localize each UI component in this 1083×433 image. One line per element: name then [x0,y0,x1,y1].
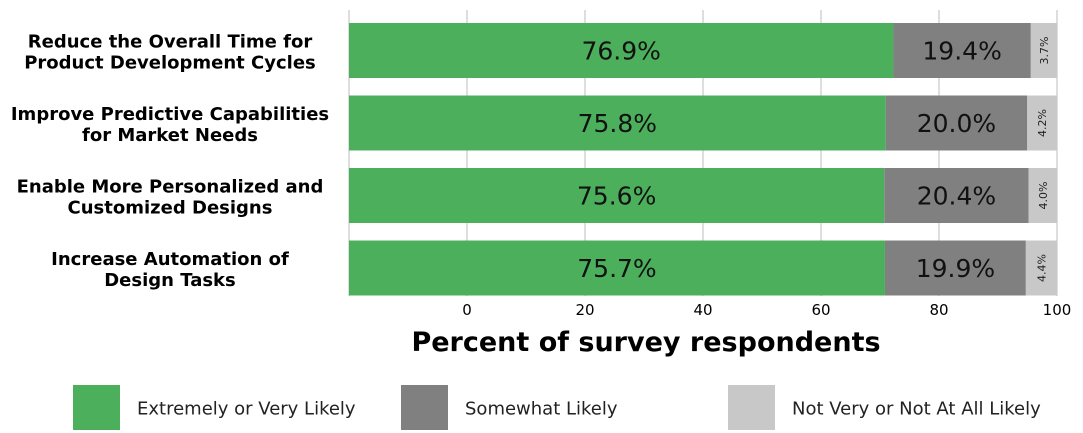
data-label: 4.4% [1035,254,1048,282]
bar-segment [349,95,886,151]
bar-segment [349,168,885,223]
data-label: 20.0% [917,109,996,138]
data-label: 4.2% [1036,109,1049,137]
category-label: Enable More Personalized and [17,177,324,198]
bar-segment [1025,240,1057,296]
bar-segment [349,23,894,78]
bar-segment [884,168,1029,223]
bar-segment [1027,95,1057,151]
bars: 76.9% 19.4% 3.7% 75.8% 20.0% 4.2% 75.6% 20.4% 4.… [349,23,1057,296]
x-tick-label: 0 [462,301,472,319]
bar-segment [885,95,1028,151]
legend-swatch [728,385,775,430]
x-tick-label: 100 [1043,301,1072,319]
x-tick-label: 40 [693,301,712,319]
x-tick-label: 60 [811,301,830,319]
legend-swatch [401,385,448,430]
bar-segment [1028,168,1057,223]
data-label: 75.7% [577,254,656,283]
data-label: 75.6% [577,182,656,211]
category-label: Design Tasks [104,270,236,291]
legend-label: Extremely or Very Likely [137,399,356,420]
x-tick-label: 80 [929,301,948,319]
category-label: Product Development Cycles [24,53,316,74]
x-axis-title: Percent of survey respondents [411,327,880,358]
category-label: Improve Predictive Capabilities [11,104,329,125]
x-tick-labels: 0 20 40 60 80 100 [462,301,1071,319]
x-tick-label: 20 [575,301,594,319]
data-label: 19.4% [922,37,1001,66]
legend-label: Not Very or Not At All Likely [792,399,1041,420]
bar-segment [349,240,885,296]
data-label: 20.4% [917,182,996,211]
category-label: Reduce the Overall Time for [28,32,313,53]
legend-label: Somewhat Likely [465,399,618,420]
data-label: 76.9% [582,37,661,66]
data-label: 4.0% [1037,182,1050,210]
data-label: 75.8% [578,109,657,138]
category-label: Customized Designs [68,198,273,219]
legend: Extremely or Very Likely Somewhat Likely N… [73,385,1041,430]
category-label: for Market Needs [82,125,258,146]
bar-segment [884,240,1026,296]
legend-swatch [73,385,120,430]
bar-segment [1030,23,1057,78]
data-label: 19.9% [916,254,995,283]
category-label: Increase Automation of [51,249,289,270]
data-label: 3.7% [1038,37,1051,65]
bar-segment [893,23,1031,78]
